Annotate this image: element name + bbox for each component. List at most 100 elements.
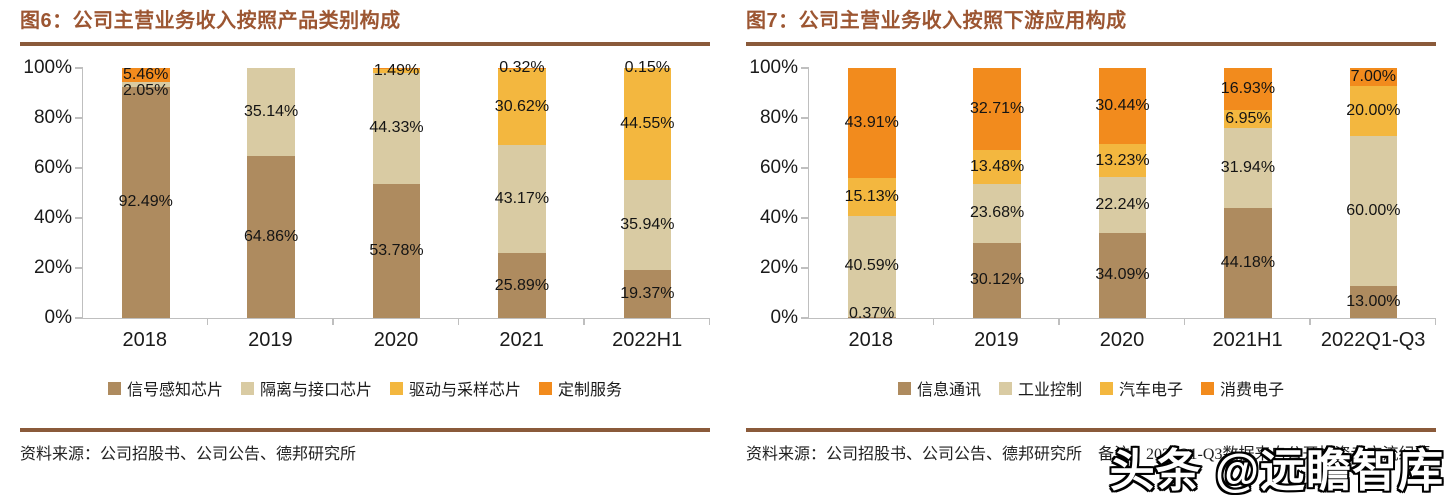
bar-2021H1 <box>1224 68 1272 318</box>
segment-隔离与接口芯片 <box>121 81 170 87</box>
segment-消费电子 <box>1224 68 1272 111</box>
segment-信号感知芯片 <box>247 155 295 318</box>
segment-消费电子 <box>1098 68 1147 145</box>
x-axis-labels: 2018 2019 2020 2021 2022H1 <box>82 329 710 352</box>
y-axis-tick-label: 100% <box>23 57 72 78</box>
legend-swatch <box>1100 381 1113 395</box>
y-axis-tick <box>75 167 83 169</box>
data-label: 35.14% <box>243 102 299 120</box>
x-axis-tick <box>1058 318 1060 325</box>
segment-信息通讯 <box>847 317 896 318</box>
legend-label: 汽车电子 <box>1119 382 1184 399</box>
y-axis-tick-label: 20% <box>33 257 72 278</box>
segment-信息通讯 <box>1349 285 1398 318</box>
title-divider <box>20 42 710 46</box>
data-label: 16.93% <box>1220 80 1276 98</box>
data-label: 13.23% <box>1095 151 1150 169</box>
y-axis-tick <box>801 217 809 219</box>
category-slot-2019: 32.71% 13.48% 23.68% 30.12% <box>934 68 1060 325</box>
legend-label: 驱动与采样芯片 <box>409 382 522 399</box>
data-label: 64.86% <box>243 227 299 245</box>
data-label: 92.49% <box>118 193 173 211</box>
legend-label: 消费电子 <box>1220 382 1285 399</box>
y-axis-tick-label: 20% <box>759 257 798 278</box>
category-slot-2022H1: 0.15% 44.55% 35.94% 19.37% <box>585 60 711 325</box>
x-axis-tick <box>1434 318 1437 325</box>
segment-消费电子 <box>973 68 1021 150</box>
x-axis-label-2021: 2021 <box>499 329 544 351</box>
figure-7-panel: 图7：公司主营业务收入按照下游应用构成 0% 20% 40% 60% 80% 100% 43… <box>746 8 1437 467</box>
legend-label: 信号感知芯片 <box>126 382 223 399</box>
x-axis-tick <box>932 318 935 325</box>
data-label: 31.94% <box>1220 158 1276 176</box>
y-axis-tick-label: 0% <box>770 307 798 328</box>
data-label: 44.33% <box>369 119 424 137</box>
data-label: 19.37% <box>620 284 675 302</box>
category-slot-2018: 43.91% 15.13% 40.59% 0.37% <box>809 68 935 325</box>
legend-item-信号感知芯片: 信号感知芯片 <box>107 376 223 400</box>
y-axis-tick-label: 80% <box>759 107 798 128</box>
segment-隔离与接口芯片 <box>247 68 295 156</box>
category-slot-2021H1: 16.93% 6.95% 31.94% 44.18% <box>1185 68 1311 325</box>
y-axis-tick-label: 60% <box>759 157 798 178</box>
title-divider <box>746 42 1436 46</box>
data-label: 2.05% <box>123 81 169 99</box>
plot-area: 0% 20% 40% 60% 80% 100% 5.46% 2.05% 92.49% 35.14%… <box>20 57 711 328</box>
segment-信号感知芯片 <box>623 269 672 318</box>
data-label: 13.00% <box>1346 292 1401 310</box>
segment-驱动与采样芯片 <box>623 68 672 180</box>
bar-2020 <box>372 68 421 318</box>
data-label: 43.91% <box>844 113 899 131</box>
legend-label: 隔离与接口芯片 <box>259 382 372 399</box>
x-axis-label-2021H1: 2021H1 <box>1212 329 1283 351</box>
figure-7-chart: 0% 20% 40% 60% 80% 100% 43.91% 15.13% 40.59% 0.37… <box>746 57 1437 400</box>
bar-2022Q1-Q3 <box>1349 68 1398 318</box>
y-axis-tick <box>801 67 809 69</box>
y-axis-tick <box>75 267 83 269</box>
data-label: 1.49% <box>373 61 420 79</box>
y-axis-tick-label: 80% <box>33 107 72 128</box>
category-slot-2019: 35.14% 64.86% <box>208 68 334 325</box>
bar-2019 <box>973 68 1021 318</box>
x-axis-tick <box>332 318 334 325</box>
x-axis-label-2022Q1-Q3: 2022Q1-Q3 <box>1320 329 1426 351</box>
segment-隔离与接口芯片 <box>372 72 421 184</box>
bar-2020 <box>1098 68 1147 318</box>
data-label: 35.94% <box>620 215 675 233</box>
y-axis-tick <box>75 317 83 319</box>
y-axis-tick <box>801 267 809 269</box>
segment-信息通讯 <box>1098 232 1147 318</box>
x-axis-label-2020: 2020 <box>1099 329 1145 351</box>
x-axis-tick <box>206 318 209 325</box>
legend-item-驱动与采样芯片: 驱动与采样芯片 <box>390 376 521 400</box>
category-slot-2020: 1.49% 44.33% 53.78% <box>334 62 460 325</box>
data-label: 13.48% <box>969 157 1025 175</box>
data-label: 0.15% <box>624 59 671 77</box>
y-axis-tick-label: 60% <box>33 157 72 178</box>
data-label: 53.78% <box>369 241 424 259</box>
segment-信息通讯 <box>973 242 1021 318</box>
legend-swatch <box>998 381 1012 395</box>
segment-信号感知芯片 <box>498 253 546 318</box>
data-label: 44.18% <box>1220 253 1276 271</box>
legend-item-消费电子: 消费电子 <box>1201 376 1284 400</box>
y-axis-tick-label: 40% <box>759 207 798 228</box>
toutiao-watermark: 头条 @远瞻智库 <box>1108 444 1444 498</box>
y-axis: 0% 20% 40% 60% 80% 100% <box>20 57 82 328</box>
segment-工业控制 <box>973 183 1021 243</box>
source-divider <box>746 428 1436 432</box>
segment-工业控制 <box>1224 127 1272 208</box>
data-label: 30.12% <box>969 271 1025 289</box>
segment-隔离与接口芯片 <box>623 179 672 270</box>
plot: 5.46% 2.05% 92.49% 35.14% 64.86% 1.49% 44.33% 5… <box>75 60 711 325</box>
data-label: 60.00% <box>1346 201 1401 219</box>
segment-定制服务 <box>498 68 546 69</box>
source-divider <box>20 428 710 432</box>
y-axis-tick-label: 40% <box>33 207 72 228</box>
legend-swatch <box>240 381 254 395</box>
segment-工业控制 <box>847 215 896 318</box>
data-label: 0.37% <box>849 305 895 322</box>
segment-汽车电子 <box>973 149 1021 184</box>
x-axis-label-2019: 2019 <box>974 329 1019 351</box>
data-label: 22.24% <box>1095 195 1150 213</box>
